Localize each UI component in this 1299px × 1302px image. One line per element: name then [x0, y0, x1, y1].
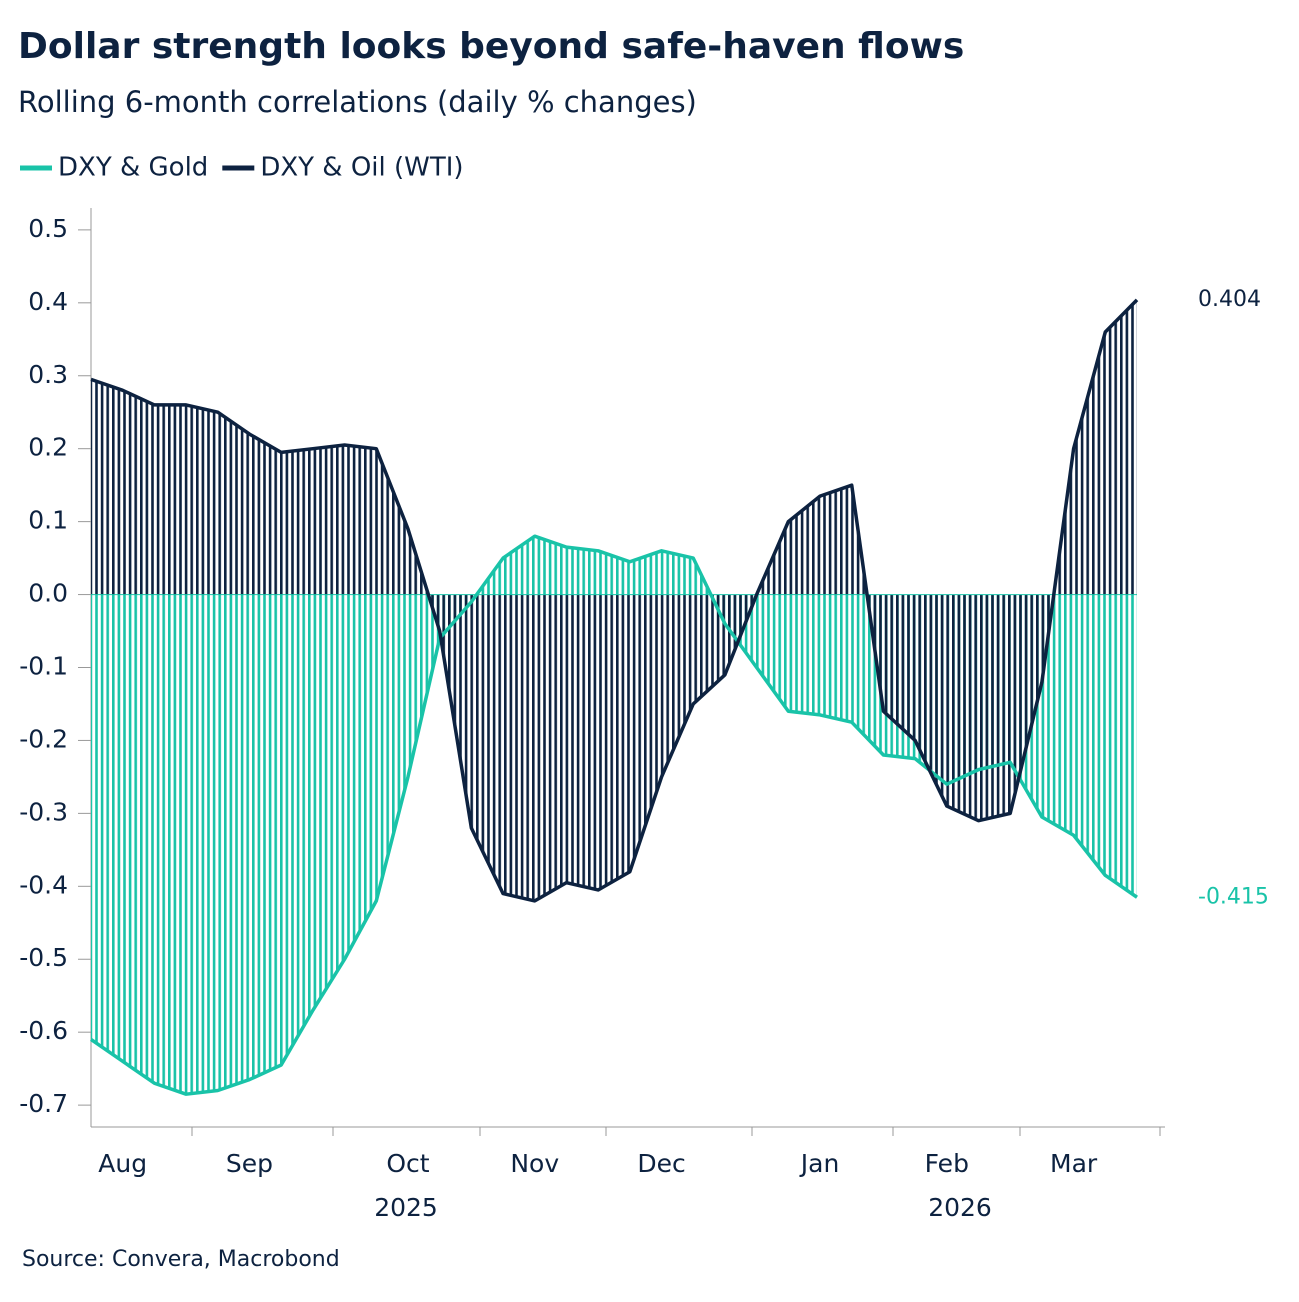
y-tick-label: -0.7 — [19, 1089, 68, 1118]
y-tick-label: 0.5 — [28, 214, 68, 243]
legend-label: DXY & Gold — [58, 153, 208, 183]
source-note: Source: Convera, Macrobond — [22, 1247, 340, 1272]
y-tick-label: 0.0 — [28, 579, 68, 608]
x-group-label: 2025 — [374, 1193, 438, 1222]
y-tick-label: 0.2 — [28, 433, 68, 462]
legend-label: DXY & Oil (WTI) — [260, 153, 463, 183]
x-tick-label: Feb — [925, 1149, 969, 1178]
y-tick-label: 0.1 — [28, 506, 68, 535]
hatched-area — [91, 536, 1137, 1095]
x-tick-label: Nov — [510, 1149, 559, 1178]
x-tick-label: Jan — [799, 1149, 840, 1178]
x-tick-label: Oct — [386, 1149, 429, 1178]
end-value-label: 0.404 — [1198, 287, 1261, 312]
x-tick-label: Aug — [98, 1149, 147, 1178]
y-tick-label: -0.3 — [19, 797, 68, 826]
y-tick-label: -0.5 — [19, 943, 68, 972]
x-tick-label: Dec — [637, 1149, 685, 1178]
y-tick-label: 0.4 — [28, 287, 68, 316]
end-value-label: -0.415 — [1198, 884, 1269, 909]
y-tick-label: 0.3 — [28, 360, 68, 389]
y-tick-label: -0.2 — [19, 724, 68, 753]
y-tick-label: -0.6 — [19, 1016, 68, 1045]
series-line — [90, 534, 1138, 1096]
x-tick-label: Mar — [1050, 1149, 1098, 1178]
chart-title: Dollar strength looks beyond safe-haven … — [18, 26, 964, 67]
x-tick-label: Sep — [226, 1149, 273, 1178]
y-tick-label: -0.4 — [19, 870, 68, 899]
series-line — [90, 298, 1139, 903]
chart-subtitle: Rolling 6-month correlations (daily % ch… — [18, 85, 697, 119]
x-group-label: 2026 — [928, 1193, 992, 1222]
hatched-area — [91, 299, 1137, 901]
y-tick-label: -0.1 — [19, 652, 68, 681]
